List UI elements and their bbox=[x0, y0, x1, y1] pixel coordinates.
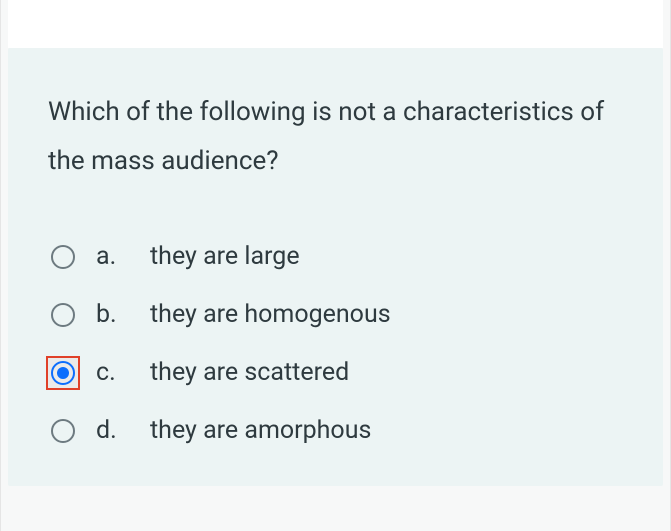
top-gap bbox=[8, 0, 663, 48]
radio-wrap-c bbox=[48, 358, 78, 388]
option-a[interactable]: a. they are large bbox=[48, 242, 623, 272]
radio-wrap-b bbox=[48, 300, 78, 330]
option-text: they are homogenous bbox=[150, 300, 391, 329]
radio-wrap-d bbox=[48, 416, 78, 446]
question-text: Which of the following is not a characte… bbox=[48, 88, 623, 187]
radio-d[interactable] bbox=[51, 419, 75, 443]
radio-wrap-a bbox=[48, 242, 78, 272]
option-letter: a. bbox=[96, 242, 132, 271]
option-b[interactable]: b. they are homogenous bbox=[48, 300, 623, 330]
option-c[interactable]: c. they are scattered bbox=[48, 358, 623, 388]
option-letter: d. bbox=[96, 416, 132, 445]
radio-c[interactable] bbox=[51, 361, 75, 385]
option-letter: b. bbox=[96, 300, 132, 329]
option-letter: c. bbox=[96, 358, 132, 387]
question-card: Which of the following is not a characte… bbox=[8, 48, 663, 486]
radio-b[interactable] bbox=[51, 303, 75, 327]
option-text: they are large bbox=[150, 242, 300, 271]
option-text: they are scattered bbox=[150, 358, 349, 387]
option-text: they are amorphous bbox=[150, 416, 371, 445]
radio-a[interactable] bbox=[51, 245, 75, 269]
option-d[interactable]: d. they are amorphous bbox=[48, 416, 623, 446]
radio-dot-icon bbox=[57, 367, 69, 379]
options-list: a. they are large b. they are homogenous… bbox=[48, 242, 623, 446]
page-container: Which of the following is not a characte… bbox=[0, 0, 671, 531]
